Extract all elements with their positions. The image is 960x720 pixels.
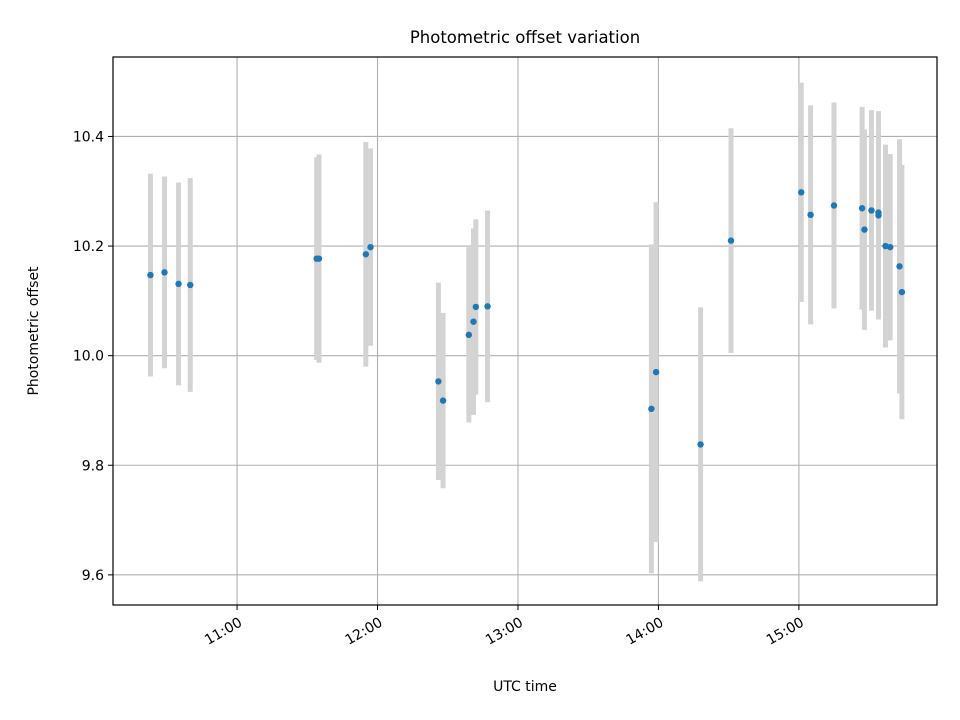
y-tick-label: 10.0 <box>73 349 104 365</box>
data-points <box>147 189 906 448</box>
plot-frame <box>112 56 938 606</box>
data-point <box>362 251 370 258</box>
data-point <box>484 303 491 310</box>
data-point <box>465 331 473 339</box>
data-point <box>147 271 154 279</box>
data-point <box>798 189 805 196</box>
x-tick-label: 11:00 <box>202 615 245 649</box>
data-point <box>175 280 182 288</box>
data-point <box>830 202 838 209</box>
data-point <box>439 397 447 404</box>
y-tick-label: 9.8 <box>82 458 104 474</box>
data-point <box>807 211 814 219</box>
x-tick-label: 15:00 <box>764 615 807 649</box>
data-point <box>858 205 866 212</box>
data-point <box>161 269 168 276</box>
x-tick-label: 13:00 <box>483 615 526 649</box>
data-point <box>898 288 906 296</box>
y-tick-label: 9.6 <box>82 568 104 584</box>
data-point <box>648 405 655 413</box>
error-bars <box>147 82 905 582</box>
data-point <box>315 255 323 262</box>
data-point <box>697 441 704 448</box>
x-axis-label: UTC time <box>493 679 557 695</box>
data-point <box>896 263 903 270</box>
data-point <box>868 207 875 214</box>
data-point <box>470 318 477 325</box>
data-point <box>435 378 442 385</box>
chart-title: Photometric offset variation <box>410 28 640 47</box>
y-tick-label: 10.4 <box>73 129 104 145</box>
data-point <box>187 281 194 289</box>
y-tick-label: 10.2 <box>73 239 104 255</box>
data-point <box>861 226 868 233</box>
data-point <box>652 368 660 376</box>
data-point <box>367 243 374 251</box>
data-point <box>727 237 735 244</box>
x-tick-label: 12:00 <box>343 615 386 649</box>
data-point <box>472 303 480 311</box>
data-point <box>886 243 894 251</box>
grid <box>113 57 937 605</box>
x-tick-label: 14:00 <box>623 615 666 649</box>
y-axis-label: Photometric offset <box>26 266 42 396</box>
data-point <box>875 212 882 219</box>
